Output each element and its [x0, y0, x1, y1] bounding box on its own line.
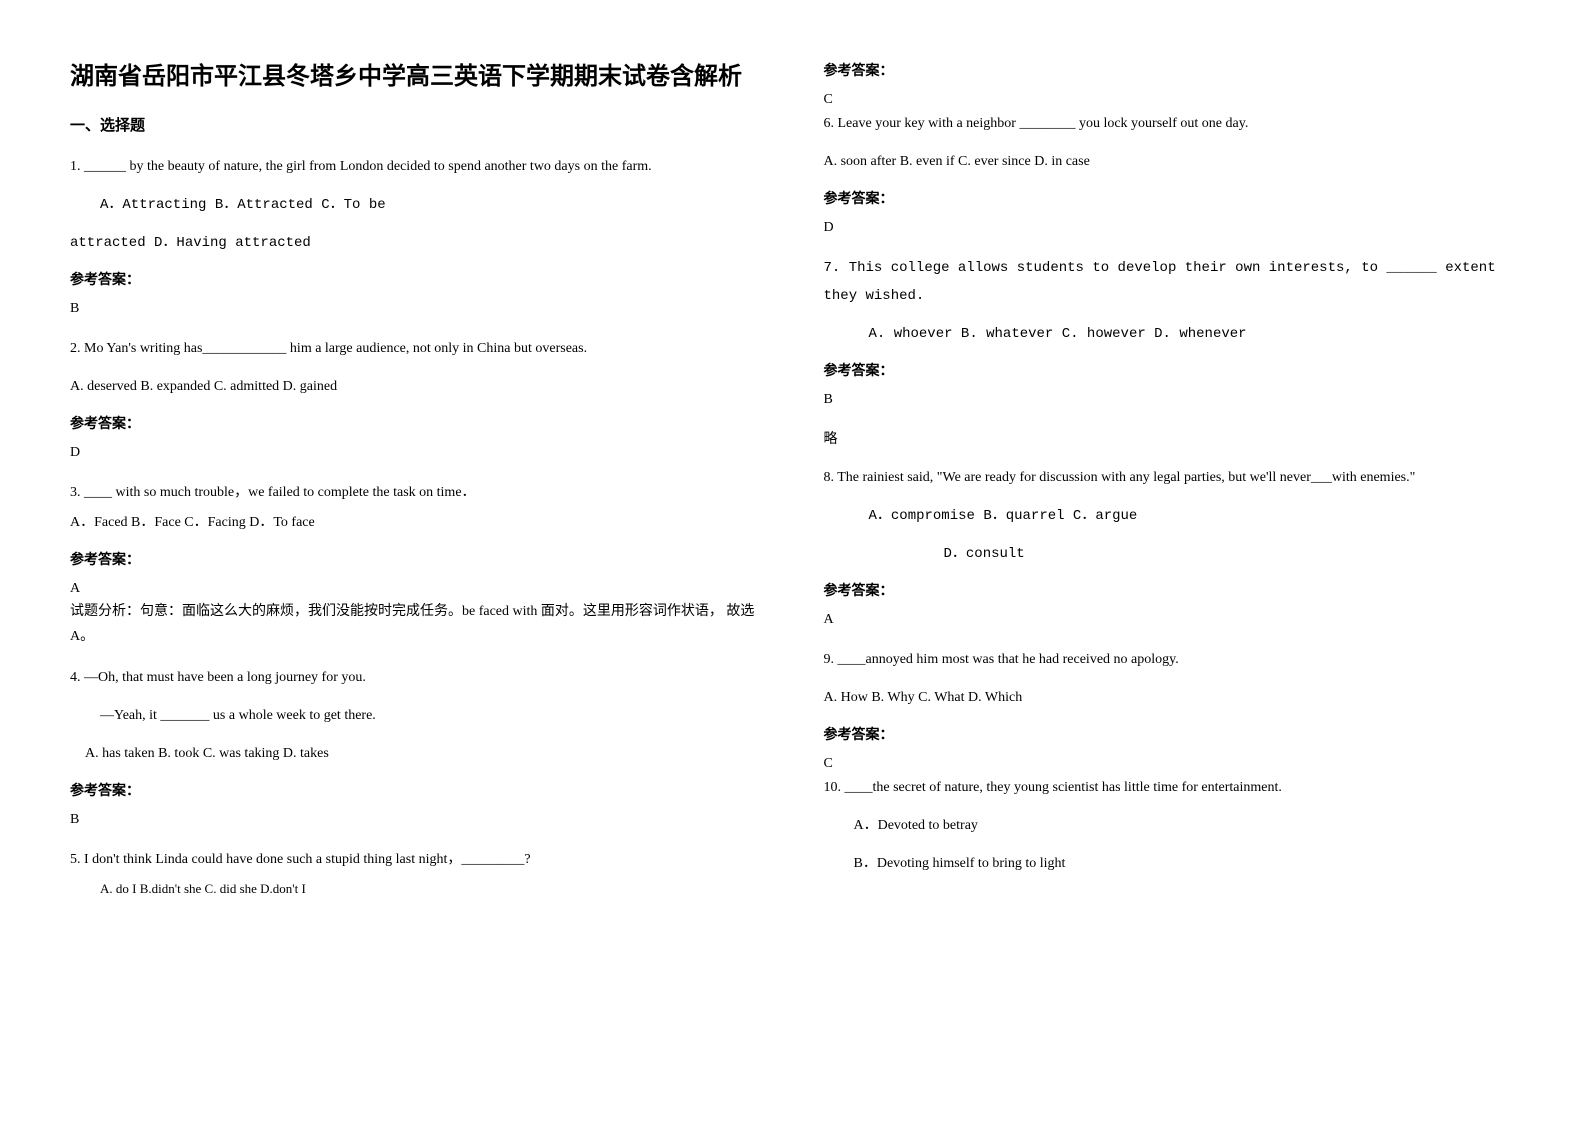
q7-answer: B: [824, 392, 1518, 408]
q6-answer: D: [824, 220, 1518, 236]
q5-text: 5. I don't think Linda could have done s…: [70, 846, 764, 874]
q2-text: 2. Mo Yan's writing has____________ him …: [70, 335, 764, 363]
exam-title: 湖南省岳阳市平江县冬塔乡中学高三英语下学期期末试卷含解析: [70, 60, 764, 94]
left-column: 湖南省岳阳市平江县冬塔乡中学高三英语下学期期末试卷含解析 一、选择题 1. __…: [40, 60, 794, 1082]
q4-line1: 4. —Oh, that must have been a long journ…: [70, 664, 764, 692]
q1-text: 1. ______ by the beauty of nature, the g…: [70, 153, 764, 181]
q8-text: 8. The rainiest said, "We are ready for …: [824, 464, 1518, 492]
q3-answer-label: 参考答案：: [70, 549, 764, 569]
q1-options-2: attracted D．Having attracted: [70, 229, 764, 257]
q4-options: A. has taken B. took C. was taking D. ta…: [70, 740, 764, 768]
q4-answer-label: 参考答案：: [70, 780, 764, 800]
q9-answer-label: 参考答案：: [824, 724, 1518, 744]
q8-answer: A: [824, 612, 1518, 628]
q1-answer: B: [70, 301, 764, 317]
q5-answer-label: 参考答案：: [824, 60, 1518, 80]
q2-answer-label: 参考答案：: [70, 413, 764, 433]
q8-answer-label: 参考答案：: [824, 580, 1518, 600]
q3-text: 3. ____ with so much trouble，we failed t…: [70, 479, 764, 507]
q7-answer-label: 参考答案：: [824, 360, 1518, 380]
section-header: 一、选择题: [70, 114, 764, 135]
q2-options: A. deserved B. expanded C. admitted D. g…: [70, 373, 764, 401]
q3-options: A．Faced B．Face C．Facing D．To face: [70, 509, 764, 537]
q7-text: 7. This college allows students to devel…: [824, 254, 1518, 310]
q6-options: A. soon after B. even if C. ever since D…: [824, 148, 1518, 176]
right-column: 参考答案： C 6. Leave your key with a neighbo…: [794, 60, 1548, 1082]
q8-options-1: A．compromise B．quarrel C．argue: [824, 502, 1518, 530]
q1-answer-label: 参考答案：: [70, 269, 764, 289]
q10-option-a: A．Devoted to betray: [824, 812, 1518, 840]
q7-note: 略: [824, 426, 1518, 454]
q10-option-b: B．Devoting himself to bring to light: [824, 850, 1518, 878]
q8-options-2: D．consult: [824, 540, 1518, 568]
q7-options: A. whoever B. whatever C. however D. whe…: [824, 320, 1518, 348]
q3-analysis: 试题分析：句意：面临这么大的麻烦，我们没能按时完成任务。be faced wit…: [70, 599, 764, 649]
q6-answer-label: 参考答案：: [824, 188, 1518, 208]
q9-options: A. How B. Why C. What D. Which: [824, 684, 1518, 712]
q6-text: 6. Leave your key with a neighbor ______…: [824, 110, 1518, 138]
q2-answer: D: [70, 445, 764, 461]
q9-answer: C: [824, 756, 1518, 772]
q4-line2: —Yeah, it _______ us a whole week to get…: [70, 702, 764, 730]
q9-text: 9. ____annoyed him most was that he had …: [824, 646, 1518, 674]
q3-answer: A: [70, 581, 764, 597]
q10-text: 10. ____the secret of nature, they young…: [824, 774, 1518, 802]
q4-answer: B: [70, 812, 764, 828]
q5-answer: C: [824, 92, 1518, 108]
q1-options-1: A．Attracting B．Attracted C．To be: [70, 191, 764, 219]
q5-options: A. do I B.didn't she C. did she D.don't …: [70, 876, 764, 902]
